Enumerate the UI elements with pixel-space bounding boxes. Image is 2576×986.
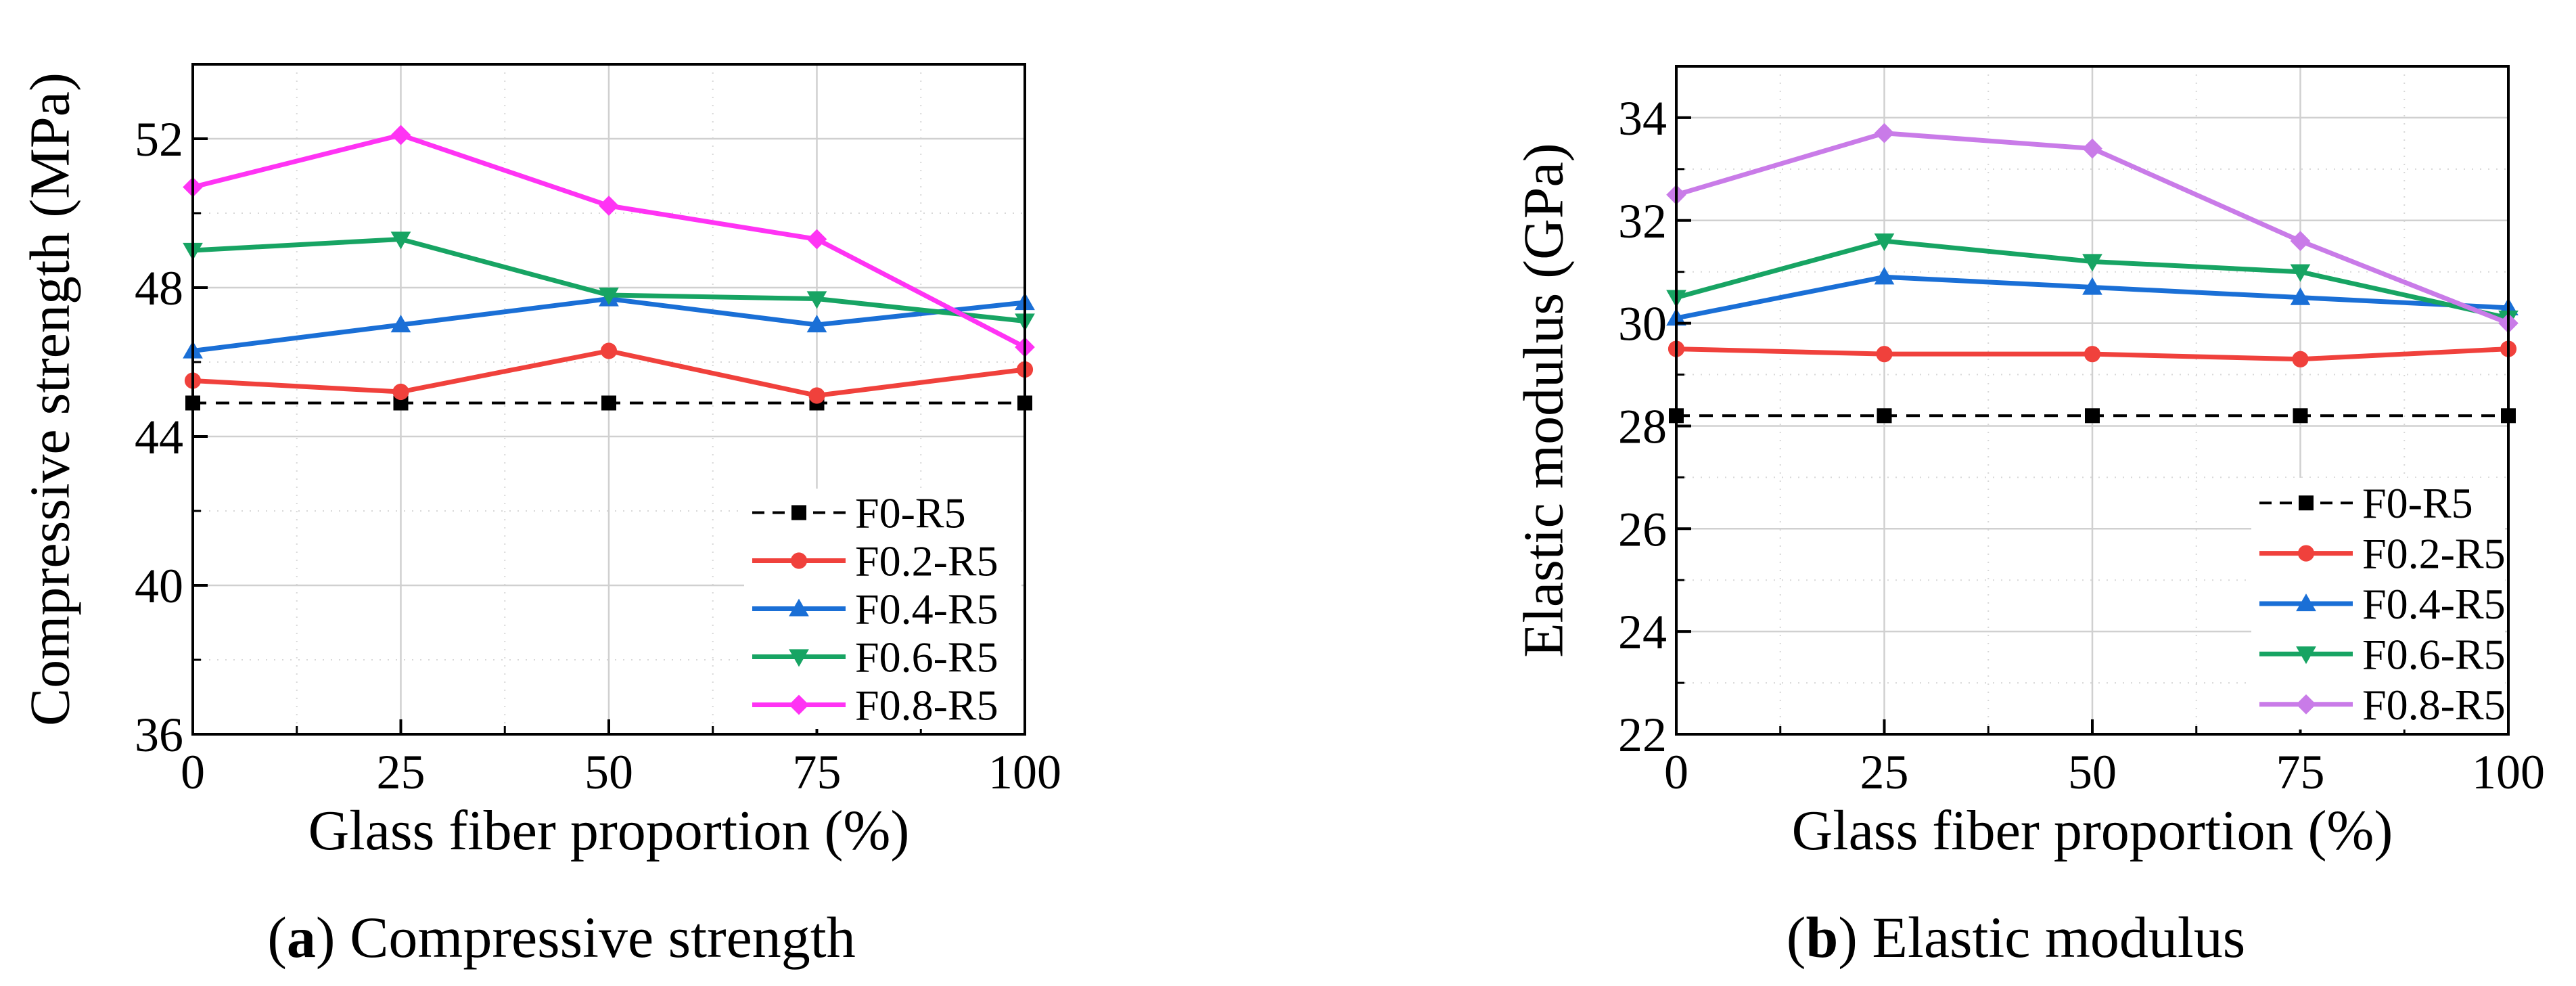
data-point <box>599 196 619 216</box>
legend-marker <box>789 598 809 617</box>
legend-marker <box>2296 694 2316 715</box>
legend-label: F0.2-R5 <box>2362 530 2506 578</box>
data-point <box>806 229 827 250</box>
chart-a: 0 25 50 75 100 36 40 44 48 52 Glass fiber proporti… <box>18 63 1061 862</box>
data-point <box>1874 267 1895 285</box>
data-point <box>2290 287 2311 305</box>
data-point <box>390 231 411 250</box>
y-axis-label: Compressive strength (MPa) <box>18 72 81 726</box>
series-F0.2-R5 <box>1668 340 2517 367</box>
x-tick-label: 100 <box>988 745 1061 799</box>
caption-a: (a) Compressive strength <box>267 905 856 970</box>
legend-label: F0.6-R5 <box>855 633 998 681</box>
legend-marker <box>2296 646 2316 665</box>
legend-label: F0.4-R5 <box>855 585 998 633</box>
x-tick-label: 75 <box>793 745 842 799</box>
legend-marker <box>789 649 809 667</box>
data-point <box>2082 138 2102 159</box>
legend-marker <box>790 552 808 569</box>
y-tick-label: 52 <box>135 112 183 166</box>
data-point <box>1876 346 1893 363</box>
x-axis-label: Glass fiber proportion (%) <box>308 799 910 862</box>
data-point <box>806 291 827 309</box>
x-tick-label: 50 <box>2068 745 2117 799</box>
data-point <box>393 395 409 411</box>
legend-label: F0.6-R5 <box>2362 630 2506 678</box>
x-tick-label: 75 <box>2276 745 2325 799</box>
x-tick-label: 25 <box>1860 745 1909 799</box>
data-point <box>601 395 616 411</box>
y-tick-label: 36 <box>135 708 183 762</box>
legend-label: F0.8-R5 <box>2362 681 2506 729</box>
y-tick-label: 44 <box>135 410 183 464</box>
legend-label: F0-R5 <box>2362 479 2473 527</box>
x-tick-label: 0 <box>181 745 205 799</box>
data-point <box>808 387 825 404</box>
legend-label: F0.8-R5 <box>855 681 998 730</box>
x-tick-label: 100 <box>2472 745 2545 799</box>
chart-b: 0 25 50 75 100 22 24 26 28 30 32 34 Glass fiber prop… <box>1512 65 2545 862</box>
data-point <box>600 342 618 359</box>
y-tick-label: 48 <box>135 261 183 315</box>
legend-marker <box>2296 593 2316 612</box>
data-point <box>2292 351 2309 367</box>
y-tick-label: 26 <box>1618 502 1667 556</box>
series-F0.8-R5 <box>1666 122 2518 334</box>
legend-label: F0.2-R5 <box>855 537 998 585</box>
caption-b: (b) Elastic modulus <box>1786 905 2246 970</box>
data-point <box>2293 408 2308 424</box>
legend-marker <box>2297 545 2315 562</box>
y-tick-label: 24 <box>1618 605 1667 659</box>
y-tick-label: 32 <box>1618 194 1667 248</box>
data-point <box>1874 122 1895 143</box>
x-tick-label: 0 <box>1664 745 1688 799</box>
data-point <box>2084 346 2101 363</box>
y-tick-label: 40 <box>135 559 183 613</box>
series-F0-R5 <box>1669 408 2516 424</box>
data-point <box>1877 408 1892 424</box>
series-F0-R5 <box>185 395 1032 411</box>
data-point <box>1874 233 1895 251</box>
data-point <box>2290 231 2311 251</box>
data-point <box>390 125 411 145</box>
data-point <box>599 287 619 305</box>
y-tick-label: 28 <box>1618 399 1667 453</box>
legend-label: F0-R5 <box>855 489 966 537</box>
data-point <box>806 315 827 333</box>
legend-marker <box>789 694 809 715</box>
data-point <box>2085 408 2100 424</box>
data-point <box>392 383 409 401</box>
x-tick-label: 50 <box>584 745 633 799</box>
x-axis-label: Glass fiber proportion (%) <box>1792 799 2393 862</box>
data-point <box>390 315 411 333</box>
data-point <box>2082 277 2102 295</box>
legend-marker <box>791 505 806 520</box>
y-tick-label: 34 <box>1618 91 1667 145</box>
data-point <box>2290 264 2311 282</box>
data-point <box>2082 254 2102 272</box>
y-axis-label: Elastic modulus (GPa) <box>1512 143 1575 658</box>
y-tick-label: 30 <box>1618 297 1667 351</box>
y-tick-label: 22 <box>1618 708 1667 762</box>
x-tick-label: 25 <box>377 745 426 799</box>
legend-marker <box>2299 495 2314 511</box>
legend-label: F0.4-R5 <box>2362 580 2506 628</box>
